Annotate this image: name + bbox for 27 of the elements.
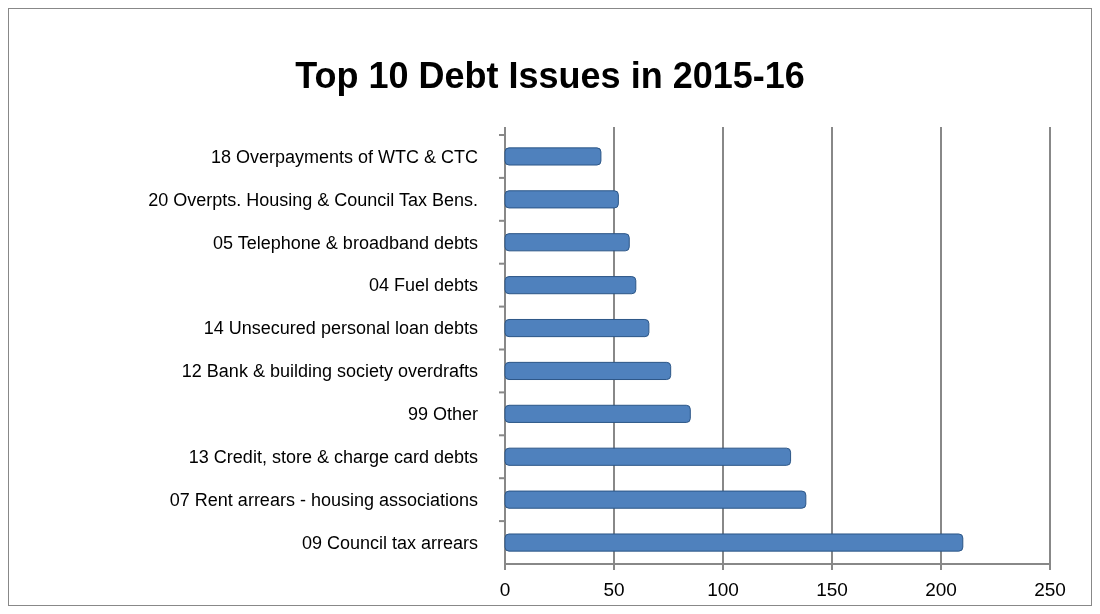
bar [504, 318, 650, 338]
y-tick-label: 20 Overpts. Housing & Council Tax Bens. [148, 189, 478, 210]
x-tick-label: 50 [603, 579, 625, 600]
bar [504, 404, 691, 423]
bar [504, 147, 602, 166]
chart-title: Top 10 Debt Issues in 2015-16 [295, 55, 805, 96]
x-tick-label: 250 [1034, 579, 1066, 600]
y-tick-label: 12 Bank & building society overdrafts [181, 361, 478, 382]
x-tick-label: 100 [707, 579, 739, 600]
y-tick-label: 04 Fuel debts [368, 275, 478, 296]
bar [504, 361, 672, 381]
bar [504, 190, 619, 209]
bar [504, 490, 807, 509]
bar [504, 533, 964, 552]
x-tick-label: 200 [925, 579, 957, 600]
y-tick-label: 14 Unsecured personal loan debts [203, 318, 478, 339]
y-tick-label: 05 Telephone & broadband debts [213, 232, 478, 253]
bar [504, 447, 792, 466]
y-tick-label: 18 Overpayments of WTC & CTC [210, 146, 478, 167]
y-tick-label: 09 Council tax arrears [301, 532, 478, 553]
bar [504, 233, 630, 252]
y-tick-label: 07 Rent arrears - housing associations [169, 489, 478, 510]
bar [504, 276, 637, 295]
y-tick-label: 99 Other [407, 404, 478, 425]
y-tick-label: 13 Credit, store & charge card debts [188, 447, 478, 468]
x-tick-label: 150 [816, 579, 848, 600]
x-tick-label: 0 [499, 579, 511, 600]
